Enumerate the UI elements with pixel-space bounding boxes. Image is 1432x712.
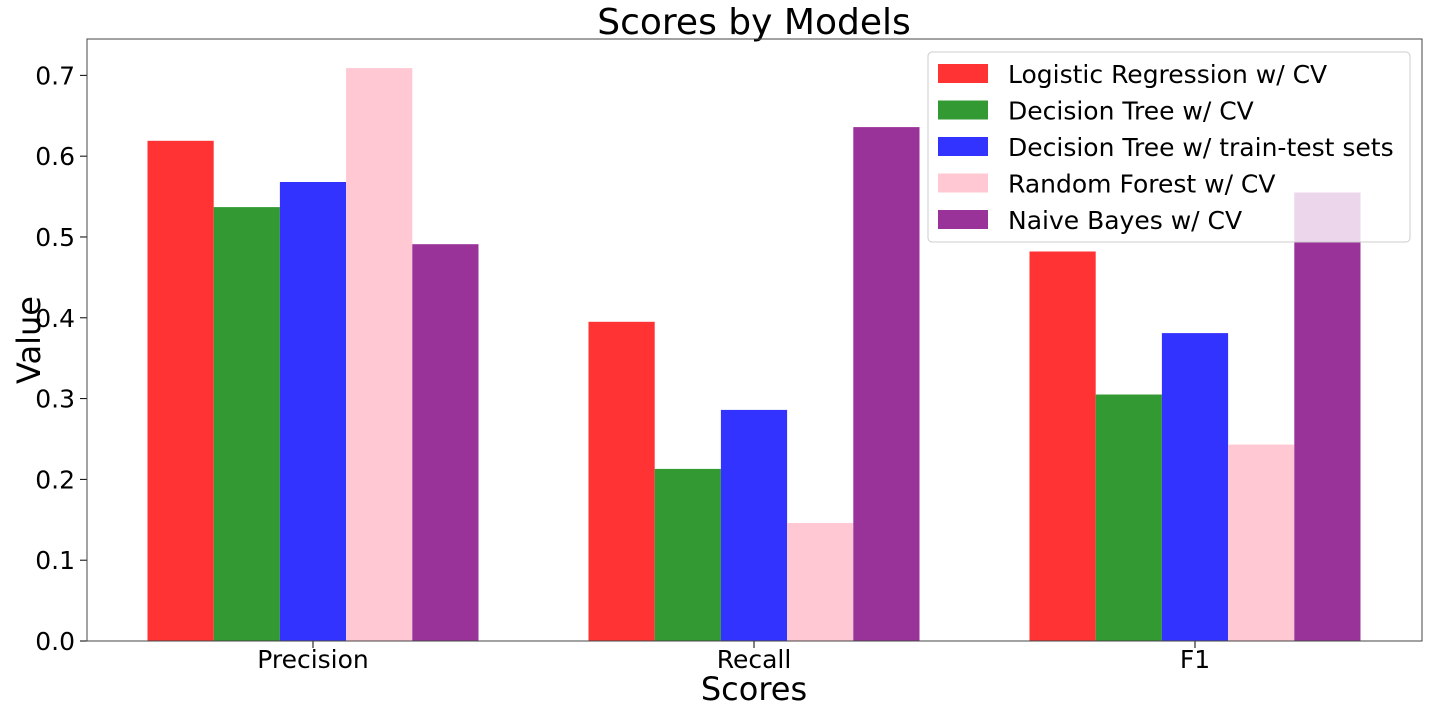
plot-frame xyxy=(86,38,1423,642)
bar-1-0 xyxy=(588,321,655,641)
legend-swatch xyxy=(938,137,988,156)
legend-label: Decision Tree w/ CV xyxy=(1008,97,1254,126)
y-tick-label: 0.2 xyxy=(35,465,75,494)
legend-swatch xyxy=(938,210,988,229)
bar-2-2 xyxy=(1161,333,1229,641)
legend-swatch xyxy=(938,64,988,83)
legend: Logistic Regression w/ CV Decision Tree w… xyxy=(927,51,1411,243)
y-tick-label: 0.7 xyxy=(35,61,75,90)
y-tick-label: 0.0 xyxy=(35,627,75,656)
y-axis-label: Value xyxy=(10,296,48,384)
bar-0-2 xyxy=(279,182,347,641)
y-ticks-group: 0.0 0.1 0.2 0.3 0.4 0.5 0.6 0.7 xyxy=(35,61,87,656)
bar-0-3 xyxy=(346,68,413,642)
bar-1-2 xyxy=(720,409,788,641)
x-tick-label: Precision xyxy=(257,645,369,674)
legend-swatch xyxy=(938,173,988,193)
bars-group xyxy=(147,68,1361,642)
bar-2-0 xyxy=(1029,251,1096,641)
y-tick-label: 0.5 xyxy=(35,223,75,252)
bar-1-3 xyxy=(787,523,854,641)
bar-0-0 xyxy=(147,140,214,642)
legend-label: Decision Tree w/ train-test sets xyxy=(1008,133,1394,162)
bar-1-4 xyxy=(853,127,920,642)
bar-0-1 xyxy=(213,207,280,641)
chart-title: Scores by Models xyxy=(597,2,910,43)
y-tick-label: 0.1 xyxy=(35,546,75,575)
legend-label: Logistic Regression w/ CV xyxy=(1008,60,1327,89)
legend-box xyxy=(927,51,1411,243)
legend-label: Random Forest w/ CV xyxy=(1008,170,1276,199)
legend-label: Naive Bayes w/ CV xyxy=(1008,206,1242,235)
bar-0-4 xyxy=(412,244,479,641)
x-ticks-group: Precision Recall F1 xyxy=(257,641,1210,674)
bar-2-3 xyxy=(1228,444,1295,641)
y-tick-label: 0.4 xyxy=(35,304,75,333)
bar-1-1 xyxy=(654,468,721,641)
legend-swatch xyxy=(938,100,988,120)
bar-2-4 xyxy=(1294,192,1361,641)
x-tick-label: F1 xyxy=(1180,645,1210,674)
y-tick-label: 0.6 xyxy=(35,142,75,171)
y-tick-label: 0.3 xyxy=(35,385,75,414)
x-axis-label: Scores xyxy=(701,670,807,708)
x-tick-label: Recall xyxy=(717,645,792,674)
bar-2-1 xyxy=(1095,394,1162,641)
